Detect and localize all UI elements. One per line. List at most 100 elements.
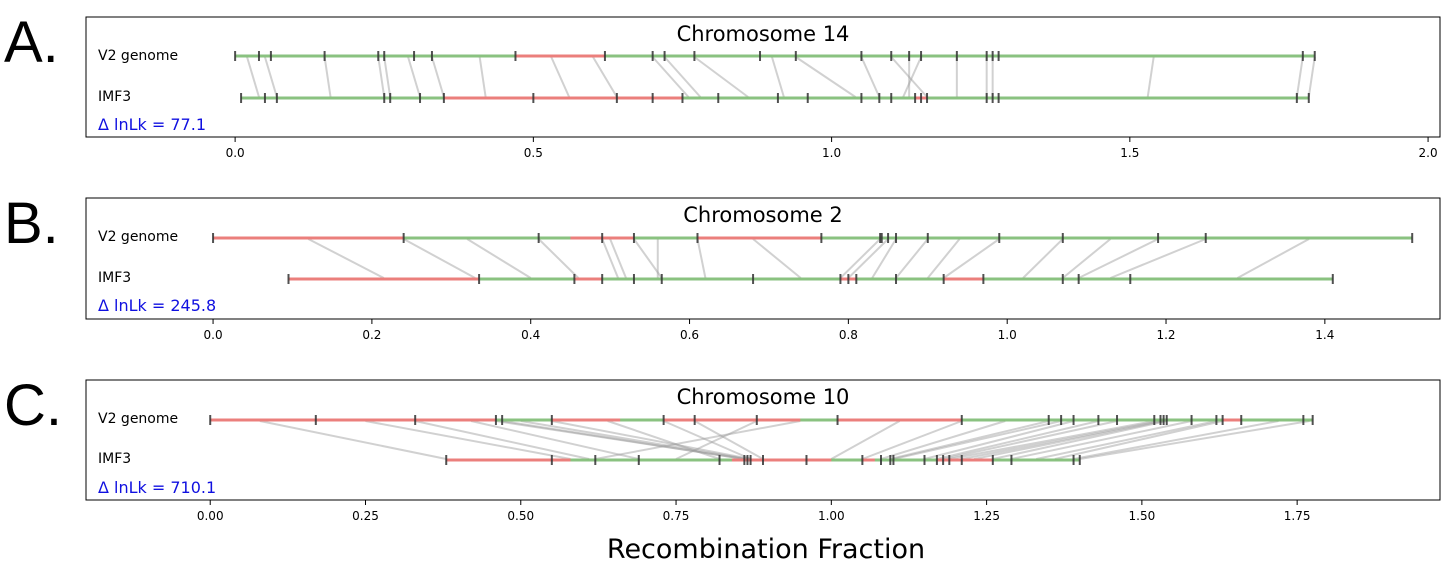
plot-area: 0.00 0.25 0.50 0.75 1.00 1.25 1.50 1.75 (197, 415, 1314, 523)
x-tick-label: 1.5 (1120, 146, 1139, 160)
x-tick-label: 0.6 (680, 328, 699, 342)
panel-frame (85, 379, 1441, 501)
connecting-line (890, 420, 1049, 460)
connecting-line (633, 238, 663, 279)
connecting-line (551, 420, 751, 460)
connecting-line (795, 56, 857, 98)
x-tick-label: 1.2 (1156, 328, 1175, 342)
connecting-line (936, 420, 1099, 460)
x-axis-label: Recombination Fraction (607, 534, 925, 565)
connecting-line (860, 56, 881, 98)
delta-lnlk-label: Δ lnLk = 710.1 (98, 478, 216, 497)
delta-lnlk-label: Δ lnLk = 245.8 (98, 296, 216, 315)
x-tick-label: 0.0 (204, 328, 223, 342)
panel-frame (85, 16, 1441, 138)
row-label-top: V2 genome (98, 411, 178, 427)
connecting-line (1022, 238, 1064, 279)
connecting-line (537, 238, 580, 279)
connecting-line (862, 420, 963, 460)
connecting-line (466, 238, 532, 279)
connecting-line (942, 420, 1118, 460)
connecting-line (1146, 56, 1155, 98)
row-label-top: V2 genome (98, 48, 178, 64)
connecting-line (609, 238, 627, 279)
x-tick-label: 0.2 (362, 328, 381, 342)
connecting-line (895, 238, 929, 279)
row-label-top: V2 genome (98, 229, 178, 245)
plot-area: 0.0 0.5 1.0 1.5 2.0 (226, 51, 1438, 160)
connecting-line (847, 238, 889, 279)
connecting-line (961, 420, 1161, 460)
connecting-line (871, 238, 897, 279)
x-tick-label: 1.4 (1315, 328, 1334, 342)
x-tick-label: 0.4 (521, 328, 540, 342)
connecting-line (1062, 238, 1112, 279)
panel-label: A. (4, 10, 59, 75)
row-label-bottom: IMF3 (98, 451, 131, 467)
panel-a: A. Chromosome 14 V2 genome IMF3 Δ lnLk =… (4, 10, 1441, 160)
x-tick-label: 1.00 (818, 509, 845, 523)
x-tick-label: 1.0 (998, 328, 1017, 342)
connecting-line (943, 238, 1000, 279)
connecting-line (550, 56, 571, 98)
connecting-line (839, 238, 881, 279)
connecting-line (663, 420, 751, 460)
panel-title: Chromosome 14 (677, 22, 850, 46)
connecting-line (694, 420, 764, 460)
connecting-line (1036, 420, 1217, 460)
connecting-line (890, 56, 928, 98)
connecting-line (1110, 238, 1207, 279)
connecting-line (1079, 420, 1310, 460)
connecting-line (1237, 238, 1310, 279)
connecting-line (323, 56, 332, 98)
connecting-line (992, 420, 1167, 460)
connecting-line (1295, 56, 1304, 98)
x-tick-label: 0.25 (352, 509, 379, 523)
connecting-line (696, 238, 707, 279)
panel-c: C. Chromosome 10 V2 genome IMF3 Δ lnLk =… (4, 373, 1441, 523)
connecting-line (675, 420, 758, 460)
connecting-line (927, 238, 961, 279)
x-tick-label: 0.50 (507, 509, 534, 523)
connecting-line (259, 420, 447, 460)
connecting-line (403, 238, 476, 279)
connecting-line (414, 420, 590, 460)
connecting-line (520, 420, 748, 460)
x-tick-label: 0.75 (663, 509, 690, 523)
row-label-bottom: IMF3 (98, 89, 131, 105)
connecting-line (495, 420, 745, 460)
connecting-line (595, 420, 801, 460)
x-tick-label: 1.75 (1284, 509, 1311, 523)
connecting-line (592, 56, 618, 98)
x-tick-label: 1.0 (822, 146, 841, 160)
panel-label: B. (4, 191, 59, 256)
connecting-line (693, 56, 749, 98)
connecting-line (470, 420, 640, 460)
x-tick-label: 1.50 (1129, 509, 1156, 523)
connecting-line (949, 420, 1155, 460)
plot-area: 0.0 0.2 0.4 0.6 0.8 1.0 1.2 1.4 (204, 233, 1414, 342)
connecting-line (377, 56, 386, 98)
connecting-line (1011, 420, 1192, 460)
connecting-line (752, 238, 802, 279)
connecting-line (430, 56, 445, 98)
connecting-line (246, 56, 260, 98)
connecting-line (307, 238, 385, 279)
panel-title: Chromosome 2 (683, 203, 843, 227)
x-tick-label: 1.25 (973, 509, 1000, 523)
panel-b: B. Chromosome 2 V2 genome IMF3 Δ lnLk = … (4, 191, 1441, 342)
connecting-line (663, 56, 702, 98)
connecting-line (601, 238, 619, 279)
delta-lnlk-label: Δ lnLk = 77.1 (98, 115, 206, 134)
connecting-line (893, 420, 1062, 460)
x-tick-label: 0.8 (839, 328, 858, 342)
connecting-line (770, 56, 785, 98)
connecting-line (383, 56, 392, 98)
x-tick-label: 2.0 (1419, 146, 1438, 160)
connecting-line (830, 420, 901, 460)
panel-frame (85, 197, 1441, 320)
connecting-line (478, 56, 487, 98)
connecting-line (1078, 238, 1159, 279)
connecting-line (924, 420, 1074, 460)
